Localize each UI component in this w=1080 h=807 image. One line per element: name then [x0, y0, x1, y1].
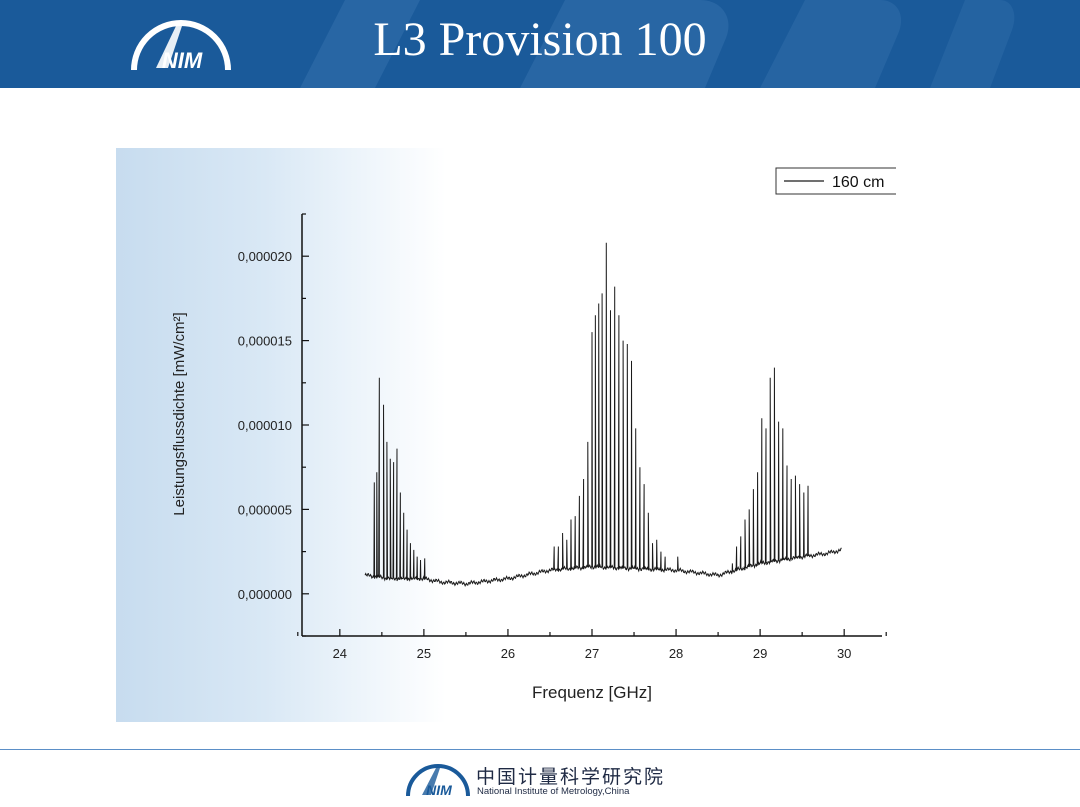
y-tick-label: 0,000015 [238, 334, 292, 349]
nim-logo: NIM [126, 18, 236, 79]
x-tick-label: 24 [333, 646, 347, 661]
logo-text: NIM [162, 48, 203, 73]
x-tick-label: 26 [501, 646, 515, 661]
y-tick-label: 0,000005 [238, 502, 292, 517]
series-line-160cm [364, 242, 842, 588]
y-tick-label: 0,000000 [238, 587, 292, 602]
header-decoration [300, 0, 1015, 88]
circuit-background-image [116, 148, 446, 722]
legend-entry-label: 160 cm [832, 174, 884, 191]
footer-logo-block: NIM 中国计量科学研究院 National Institute of Metr… [404, 760, 704, 800]
x-tick-label: 25 [417, 646, 431, 661]
institute-chinese-name: 中国计量科学研究院 [476, 767, 666, 788]
spectrum-chart: 0,000000 0,000005 0,000010 0,000015 0,000020… [171, 167, 896, 702]
footer-divider [0, 749, 1080, 750]
plot-group [364, 242, 842, 588]
x-axis-label: Frequenz [GHz] [532, 683, 652, 702]
x-tick-label: 29 [753, 646, 767, 661]
x-tick-label: 27 [585, 646, 599, 661]
tick-group: 0,000000 0,000005 0,000010 0,000015 0,000020… [238, 213, 887, 661]
y-axis-label: Leistungsflussdichte [mW/cm²] [171, 312, 188, 515]
y-tick-label: 0,000020 [238, 249, 292, 264]
nim-footer-logo: NIM [406, 764, 470, 798]
slide-header: NIM L3 Provision 100 [0, 0, 1080, 88]
chart-area: 0,000000 0,000005 0,000010 0,000015 0,000020… [116, 148, 896, 722]
x-tick-label: 30 [837, 646, 851, 661]
footer-logo-text: NIM [426, 782, 452, 798]
legend: 160 cm [775, 167, 896, 195]
slide-title: L3 Provision 100 [373, 13, 707, 66]
institute-english-name: National Institute of Metrology,China [477, 786, 630, 797]
x-tick-label: 28 [669, 646, 683, 661]
y-tick-label: 0,000010 [238, 418, 292, 433]
